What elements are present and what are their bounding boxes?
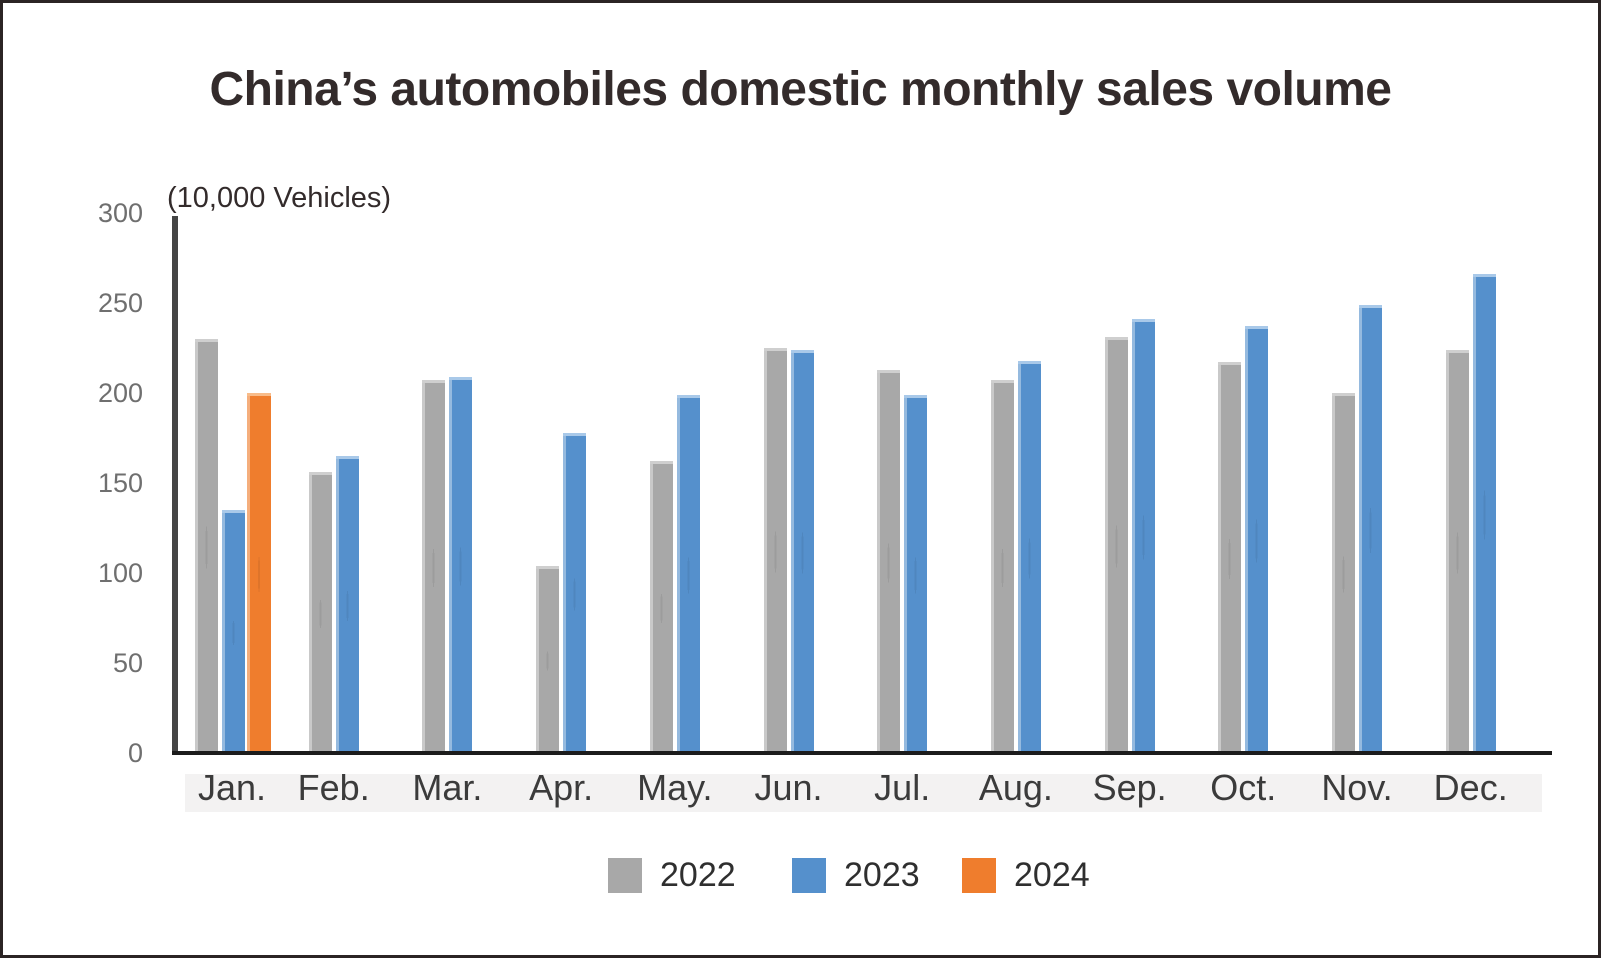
bar-2023-jan: [222, 510, 245, 753]
bar-2022-jan: [195, 339, 218, 753]
legend-label-2024: 2024: [1014, 856, 1090, 894]
y-axis-unit-label: (10,000 Vehicles): [167, 182, 392, 214]
x-label-oct: Oct.: [1210, 767, 1277, 808]
x-label-jan: Jan.: [197, 767, 267, 808]
y-tick-50: 50: [112, 648, 143, 678]
x-label-may: May.: [637, 767, 713, 808]
bar-2022-apr: [536, 566, 560, 753]
bar-2023-feb: [335, 456, 359, 753]
y-tick-200: 200: [97, 378, 143, 408]
x-label-mar: Mar.: [412, 767, 483, 808]
y-tick-0: 0: [127, 738, 143, 768]
bar-2023-mar: [449, 377, 473, 753]
x-label-jun: Jun.: [754, 767, 823, 808]
legend-swatch-2022: [608, 858, 642, 893]
legend-label-2022: 2022: [660, 856, 736, 894]
y-tick-300: 300: [97, 198, 143, 228]
y-tick-100: 100: [97, 558, 143, 588]
legend-label-2023: 2023: [844, 856, 920, 894]
x-label-feb: Feb.: [297, 767, 370, 808]
legend-item-2023: 2023: [792, 858, 952, 893]
bar-2022-may: [649, 461, 673, 753]
x-label-aug: Aug.: [978, 767, 1053, 808]
bar-2022-sep: [1104, 337, 1128, 753]
legend-swatch-2024: [962, 858, 996, 893]
bar-2023-apr: [563, 433, 587, 753]
bar-2022-jul: [877, 370, 901, 753]
bar-2023-dec: [1472, 274, 1496, 753]
bar-2022-oct: [1218, 362, 1242, 753]
legend-swatch-2023: [792, 858, 826, 893]
y-tick-250: 250: [97, 288, 143, 318]
bar-2023-nov: [1359, 305, 1382, 753]
x-label-dec: Dec.: [1433, 767, 1508, 808]
x-label-apr: Apr.: [529, 767, 594, 808]
y-tick-150: 150: [97, 468, 143, 498]
bar-2023-oct: [1245, 326, 1269, 753]
x-label-jul: Jul.: [874, 767, 931, 808]
bar-2022-dec: [1445, 350, 1469, 753]
legend-item-2022: 2022: [608, 858, 768, 893]
chart-title: China’s automobiles domestic monthly sal…: [209, 63, 1392, 116]
x-label-nov: Nov.: [1321, 767, 1393, 808]
bar-2024-jan: [247, 393, 271, 753]
bar-2022-mar: [422, 380, 446, 753]
month-label-band: [185, 774, 1542, 812]
legend-item-2024: 2024: [962, 858, 1122, 893]
bar-2023-may: [676, 395, 700, 753]
bar-2023-jul: [904, 395, 928, 753]
x-axis-line: [172, 751, 1552, 755]
bar-2023-sep: [1131, 319, 1155, 753]
bar-2022-feb: [308, 472, 332, 753]
x-label-sep: Sep.: [1092, 767, 1167, 808]
bar-2022-aug: [990, 380, 1014, 753]
bar-2022-jun: [763, 348, 787, 753]
y-axis-line: [172, 216, 178, 755]
bar-2023-jun: [790, 350, 814, 753]
bar-2023-aug: [1017, 361, 1041, 753]
bar-2022-nov: [1332, 393, 1355, 753]
